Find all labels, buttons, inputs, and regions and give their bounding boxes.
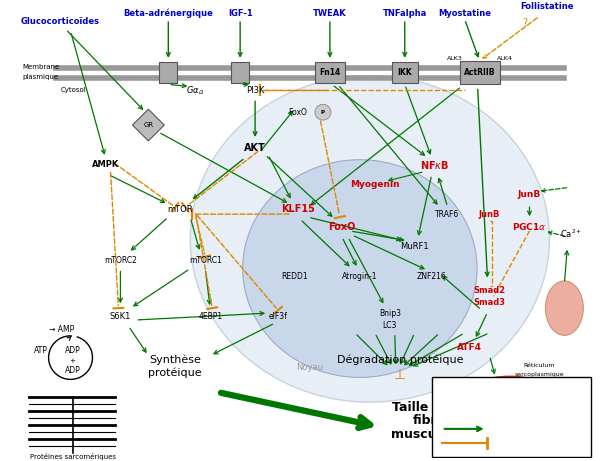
Text: ?: ? [522,18,527,28]
Text: Protéines sarcomériques: Protéines sarcomériques [29,453,116,460]
Text: mTORC1: mTORC1 [189,256,221,265]
Ellipse shape [545,281,583,335]
Text: ATP: ATP [34,346,47,355]
Text: KLF15: KLF15 [281,204,315,214]
Text: Facteurs de transcription: Facteurs de transcription [440,396,560,406]
Text: JunB: JunB [479,210,500,219]
Text: MuRF1: MuRF1 [400,242,429,251]
Text: Cytokines et hormones: Cytokines et hormones [440,408,549,418]
Ellipse shape [242,160,477,378]
Text: plasmique: plasmique [23,74,59,80]
Text: Beta-adrénergique: Beta-adrénergique [124,8,213,18]
Text: FoxO: FoxO [328,222,356,232]
Text: Noyau: Noyau [296,363,323,372]
Circle shape [315,104,331,120]
Text: ZNF216: ZNF216 [417,272,446,281]
Text: PI3K: PI3K [246,86,265,95]
Text: Taille de la: Taille de la [392,401,467,414]
Bar [231,62,249,83]
Bar [431,378,592,456]
Text: Réticulum: Réticulum [524,363,555,368]
Text: ADP: ADP [65,346,80,355]
Text: Cytosol: Cytosol [61,88,86,94]
Text: Follistatine: Follistatine [521,2,574,11]
Text: AMPK: AMPK [92,160,119,169]
Text: ATF4: ATF4 [457,343,482,352]
Text: Myogenin: Myogenin [350,180,400,189]
Text: Membrane: Membrane [23,64,60,70]
Bar [315,62,345,83]
Text: Glucocorticoïdes: Glucocorticoïdes [21,17,100,26]
Text: TWEAK: TWEAK [313,9,347,18]
Text: Bnip3: Bnip3 [379,308,401,318]
Text: P: P [321,110,325,115]
Text: 4EBP1: 4EBP1 [198,312,222,320]
Text: Fn14: Fn14 [319,68,341,77]
Text: Atrogin-1: Atrogin-1 [342,272,377,281]
Text: S6K1: S6K1 [110,312,131,320]
Text: FoxO: FoxO [289,108,307,117]
Text: AKT: AKT [244,143,266,153]
Text: IGF-1: IGF-1 [228,9,253,18]
Text: LC3: LC3 [383,321,397,331]
Text: ALK4: ALK4 [497,56,512,61]
Text: Activation: Activation [497,425,539,433]
Text: musculaire: musculaire [391,428,468,441]
Text: TRAF6: TRAF6 [434,210,459,219]
Text: Dégradation protéique: Dégradation protéique [337,355,463,365]
Polygon shape [133,109,164,141]
Text: Smad2: Smad2 [473,286,506,295]
Text: sarcoplasmique: sarcoplasmique [515,372,564,377]
Text: Smad3: Smad3 [473,298,506,307]
Text: eIF3f: eIF3f [269,312,287,320]
Text: ER stress: ER stress [486,388,533,397]
Text: protéique: protéique [148,367,202,378]
Text: mTORC2: mTORC2 [104,256,137,265]
Ellipse shape [470,377,550,408]
Text: ActRIIB: ActRIIB [464,68,496,77]
Text: GR: GR [143,122,154,128]
Text: REDD1: REDD1 [281,272,308,281]
Text: Inhibition: Inhibition [497,438,536,447]
Text: Myostatine: Myostatine [438,9,491,18]
Bar [392,62,418,83]
Text: JunB: JunB [518,190,541,199]
Text: Synthèse: Synthèse [149,355,201,365]
Text: Ca$^{2+}$: Ca$^{2+}$ [560,228,583,240]
Text: Légende: Légende [440,384,483,394]
Text: +: + [70,358,76,364]
Text: mTOR: mTOR [167,205,193,213]
Text: TNFalpha: TNFalpha [383,9,427,18]
Text: ADP: ADP [65,366,80,375]
Text: PGC1$\alpha$: PGC1$\alpha$ [512,221,547,232]
Bar [160,62,177,83]
Text: → AMP: → AMP [49,325,74,334]
Ellipse shape [190,76,550,402]
Text: ALK3: ALK3 [447,56,463,61]
Bar [460,61,500,84]
Text: $G\alpha_{i2}$: $G\alpha_{i2}$ [186,84,205,97]
Text: IKK: IKK [397,68,412,77]
Text: ⊥: ⊥ [394,368,406,383]
Text: NF$\kappa$B: NF$\kappa$B [420,159,449,171]
Text: fibre: fibre [413,414,446,427]
